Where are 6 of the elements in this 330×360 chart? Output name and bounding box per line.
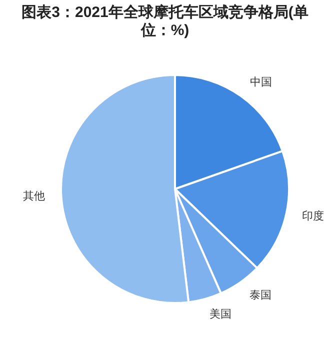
chart-title: 图表3：2021年全球摩托车区域竞争格局(单位：%) [20,3,310,41]
slice-label: 其他 [23,190,46,203]
slice-label: 中国 [250,76,272,89]
slice-label: 泰国 [249,288,272,302]
slice-label: 印度 [302,209,324,222]
slice-label: 美国 [209,307,232,320]
